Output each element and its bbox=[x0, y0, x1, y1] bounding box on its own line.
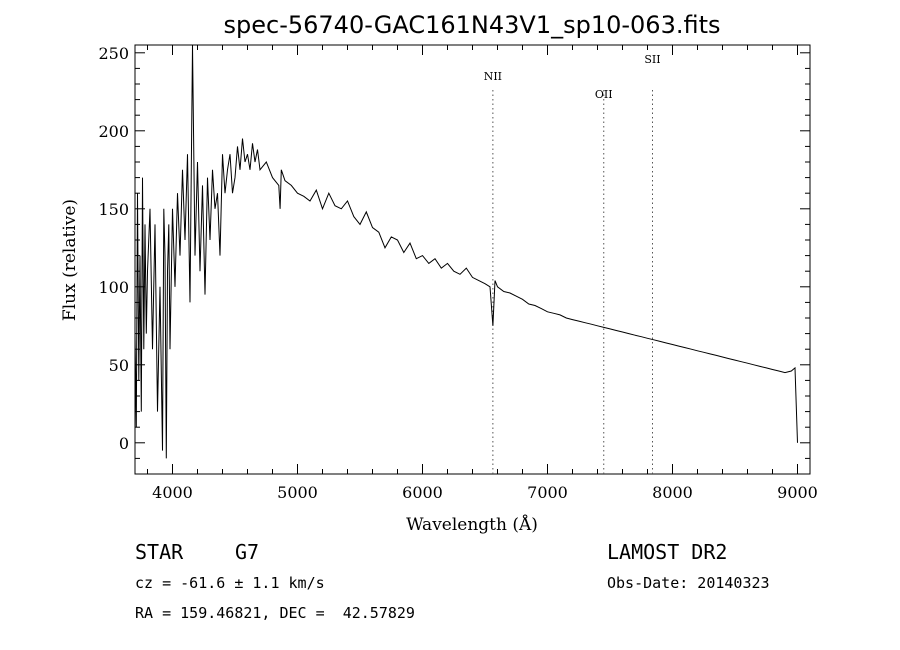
annotation-label: NII bbox=[484, 70, 502, 83]
y-tick-label: 50 bbox=[109, 356, 129, 375]
y-tick-label: 250 bbox=[98, 44, 129, 63]
observation-date: Obs-Date: 20140323 bbox=[607, 574, 770, 592]
x-tick-label: 7000 bbox=[527, 483, 568, 502]
line-annotations: NII OII SII bbox=[484, 53, 661, 474]
redshift-velocity: cz = -61.6 ± 1.1 km/s bbox=[135, 574, 325, 592]
x-tick-label: 9000 bbox=[777, 483, 818, 502]
x-tick-label: 6000 bbox=[402, 483, 443, 502]
spectrum-line bbox=[134, 44, 798, 459]
object-class: STAR bbox=[135, 540, 184, 564]
annotation-label: OII bbox=[595, 88, 613, 101]
plot-axes: 4000 5000 6000 7000 8000 9000 0 50 100 150 200 250 bbox=[98, 44, 817, 502]
y-tick-label: 100 bbox=[98, 278, 129, 297]
x-tick-label: 4000 bbox=[152, 483, 193, 502]
x-axis-label: Wavelength (Å) bbox=[406, 514, 538, 535]
spectrum-plot: spec-56740-GAC161N43V1_sp10-063.fits 400… bbox=[60, 11, 818, 535]
chart-title: spec-56740-GAC161N43V1_sp10-063.fits bbox=[224, 11, 721, 39]
y-tick-label: 200 bbox=[98, 122, 129, 141]
spectrum-series bbox=[134, 44, 798, 459]
x-tick-label: 8000 bbox=[652, 483, 693, 502]
y-tick-label: 150 bbox=[98, 200, 129, 219]
survey-name: LAMOST DR2 bbox=[607, 540, 728, 564]
x-tick-label: 5000 bbox=[277, 483, 318, 502]
plot-frame bbox=[134, 44, 811, 475]
coordinates: RA = 159.46821, DEC = 42.57829 bbox=[135, 604, 415, 622]
annotation-label: SII bbox=[644, 53, 660, 66]
object-subclass: G7 bbox=[235, 540, 260, 564]
y-tick-label: 0 bbox=[119, 434, 129, 453]
y-axis-label: Flux (relative) bbox=[60, 199, 80, 321]
